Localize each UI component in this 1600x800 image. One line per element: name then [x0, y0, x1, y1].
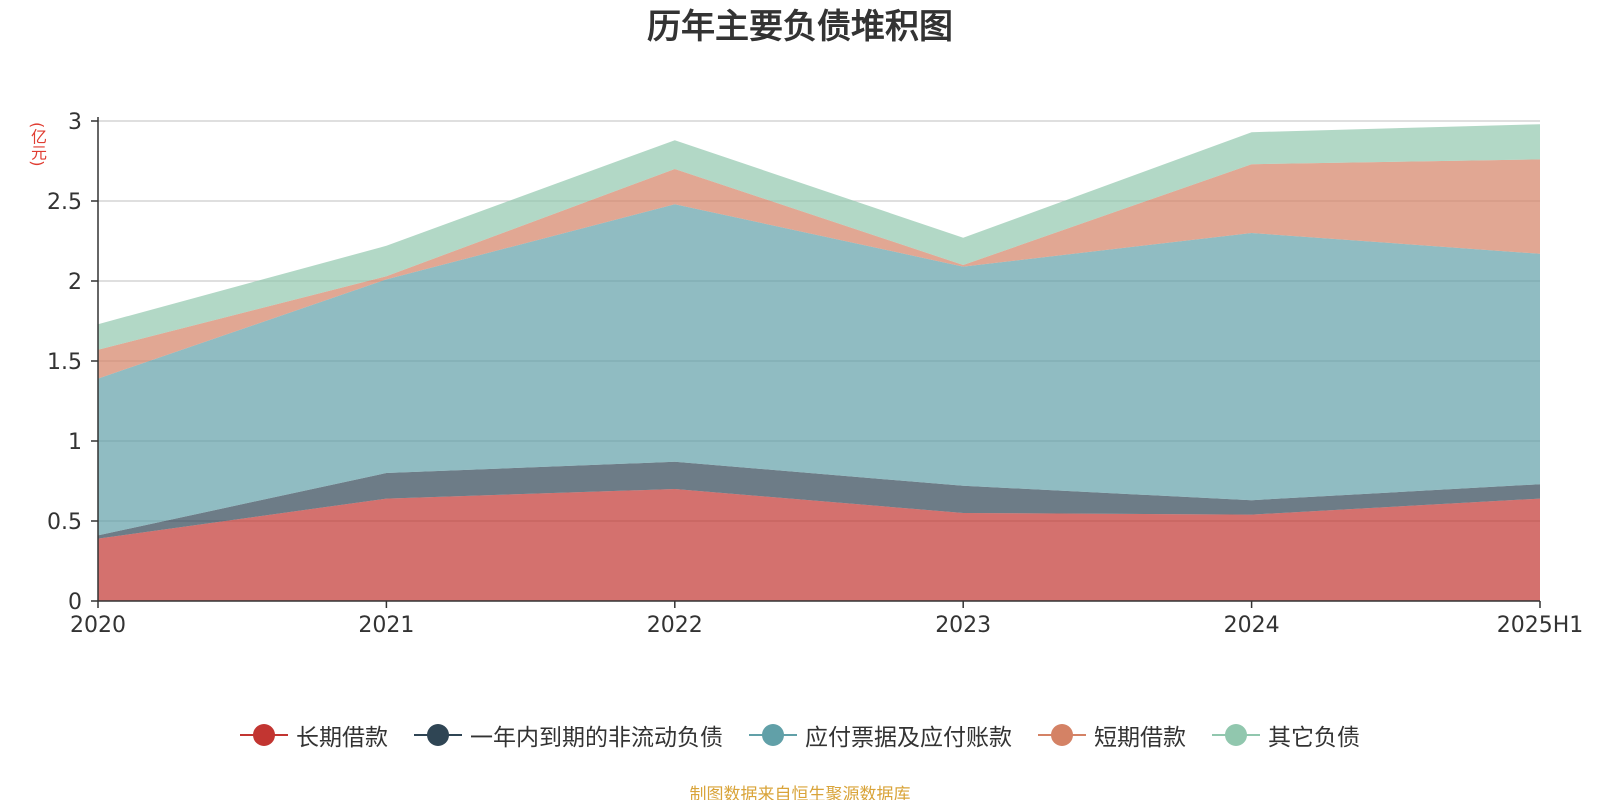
area-series-3[interactable]	[98, 204, 1540, 536]
legend-marker-icon	[1212, 723, 1260, 747]
x-tick-label: 2024	[1224, 613, 1280, 638]
area-layer	[98, 124, 1540, 601]
x-tick-label: 2023	[935, 613, 991, 638]
legend-marker-icon	[749, 723, 797, 747]
legend-item-4[interactable]: 短期借款	[1038, 718, 1186, 752]
y-tick-label: 2.5	[47, 190, 82, 215]
y-tick-label: 3	[68, 110, 82, 135]
legend-item-3[interactable]: 应付票据及应付账款	[749, 718, 1012, 752]
axis-layer: 0 0.5 1 1.5 2 2.5 3 2020 2021 2022 2023 2024 2025H1	[47, 110, 1583, 638]
data-source-note: 制图数据来自恒生聚源数据库	[689, 785, 911, 800]
y-axis-unit-label: (亿元)	[28, 122, 47, 167]
legend-marker-icon	[1038, 723, 1086, 747]
chart-legend: 长期借款 一年内到期的非流动负债 应付票据及应付账款 短期借款 其它负债	[0, 718, 1600, 752]
legend-marker-icon	[240, 723, 288, 747]
stacked-area-chart: 0 0.5 1 1.5 2 2.5 3 2020 2021 2022 2023 2024 2025H1	[47, 110, 1583, 638]
legend-label: 其它负债	[1268, 725, 1360, 751]
legend-label: 长期借款	[296, 725, 388, 751]
chart-title: 历年主要负债堆积图	[647, 7, 953, 47]
legend-label: 一年内到期的非流动负债	[470, 725, 723, 751]
legend-label: 短期借款	[1094, 725, 1186, 751]
x-tick-label: 2020	[70, 613, 126, 638]
legend-item-1[interactable]: 长期借款	[240, 718, 388, 752]
area-series-4[interactable]	[98, 159, 1540, 379]
x-tick-label: 2022	[647, 613, 703, 638]
x-tick-label: 2025H1	[1497, 613, 1584, 638]
y-tick-label: 0.5	[47, 510, 82, 535]
y-tick-label: 0	[68, 590, 82, 615]
area-series-5[interactable]	[98, 124, 1540, 350]
y-tick-label: 1	[68, 430, 82, 455]
y-tick-label: 2	[68, 270, 82, 295]
y-tick-label: 1.5	[47, 350, 82, 375]
x-tick-label: 2021	[358, 613, 414, 638]
legend-marker-icon	[414, 723, 462, 747]
area-series-2[interactable]	[98, 461, 1540, 539]
area-series-1[interactable]	[98, 489, 1540, 601]
legend-item-5[interactable]: 其它负债	[1212, 718, 1360, 752]
legend-label: 应付票据及应付账款	[805, 725, 1012, 751]
legend-item-2[interactable]: 一年内到期的非流动负债	[414, 718, 723, 752]
